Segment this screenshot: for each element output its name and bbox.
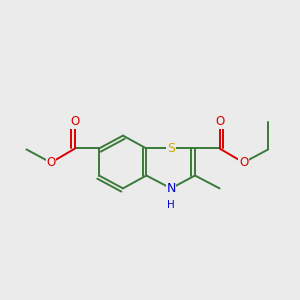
Text: O: O xyxy=(46,156,56,169)
Text: H: H xyxy=(167,200,175,210)
Text: O: O xyxy=(215,115,224,128)
Text: O: O xyxy=(239,156,248,169)
Text: N: N xyxy=(166,182,176,195)
Text: S: S xyxy=(167,142,175,155)
Text: O: O xyxy=(70,115,80,128)
